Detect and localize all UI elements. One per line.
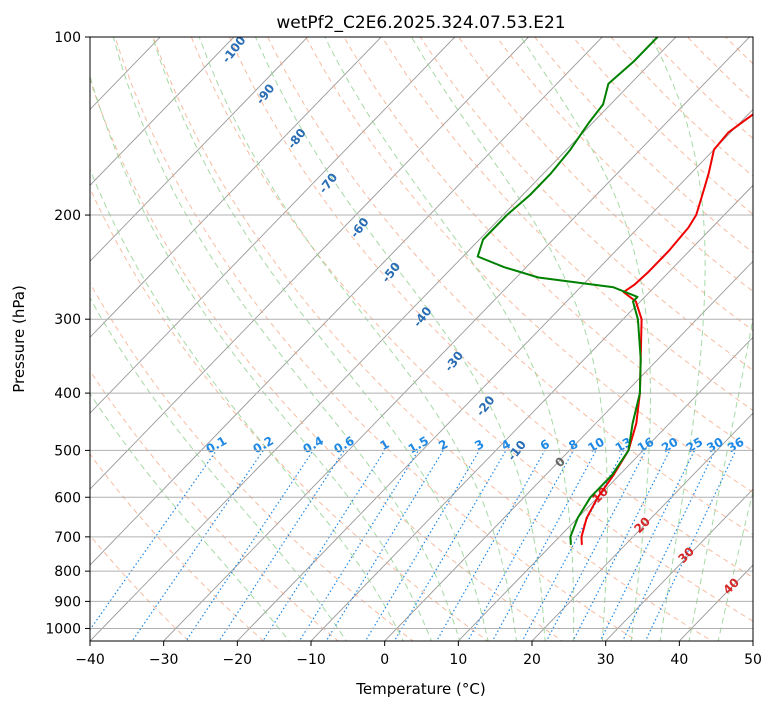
y-tick-label: 400	[54, 386, 81, 402]
mixing-ratio-line	[393, 450, 507, 641]
isotherm-line	[163, 37, 751, 641]
mixing-ratio-line	[599, 450, 696, 641]
x-axis-title: Temperature (°C)	[355, 680, 485, 698]
isotherm-line	[90, 37, 161, 111]
mixing-ratio-line	[435, 450, 546, 641]
temperature-profile-line	[580, 113, 753, 546]
x-tick-label: −10	[296, 652, 326, 668]
isotherm-line	[90, 37, 456, 414]
isotherm-line	[384, 260, 753, 641]
isotherm-line	[90, 37, 382, 338]
dry-adiabat-line	[648, 37, 753, 140]
mixing-ratio-line	[90, 450, 217, 631]
y-tick-label: 200	[54, 208, 81, 224]
dry-adiabat-line	[90, 453, 265, 641]
y-tick-label: 700	[54, 530, 81, 546]
chart-title: wetPf2_C2E6.2025.324.07.53.E21	[276, 13, 565, 33]
mixing-ratio-line	[218, 450, 345, 641]
moist-adiabat-line	[650, 37, 706, 641]
dewpoint-profile-line	[476, 37, 659, 546]
x-tick-label: 40	[670, 652, 688, 668]
moist-adiabat-line	[688, 315, 753, 641]
moist-adiabat-line	[717, 489, 753, 641]
isotherm-line	[531, 412, 753, 641]
y-tick-label: 100	[54, 30, 81, 46]
dry-adiabat-line	[190, 37, 753, 622]
dry-adiabat-lines	[90, 37, 753, 641]
mixing-ratio-line	[621, 450, 716, 641]
moist-adiabat-line	[90, 296, 348, 641]
dry-adiabat-line	[90, 187, 489, 641]
isotherm-line	[90, 37, 603, 566]
x-tick-label: −20	[223, 652, 253, 668]
isotherm-line	[310, 184, 753, 641]
y-tick-label: 500	[54, 443, 81, 459]
x-tick-label: −40	[75, 652, 105, 668]
x-tick-label: 50	[744, 652, 762, 668]
y-tick-label: 300	[54, 312, 81, 328]
y-tick-label: 800	[54, 564, 81, 580]
x-tick-label: 10	[449, 652, 467, 668]
dry-adiabat-line	[381, 37, 753, 412]
mixing-ratio-line	[185, 450, 314, 641]
sounding-profiles	[476, 37, 753, 546]
dry-adiabat-line	[267, 37, 753, 536]
dry-adiabat-line	[419, 37, 753, 371]
dry-adiabat-line	[610, 37, 753, 177]
dry-adiabat-line	[152, 37, 713, 641]
dry-adiabat-line	[114, 37, 638, 641]
moist-adiabat-line	[90, 74, 433, 641]
dry-adiabat-line	[343, 37, 753, 452]
y-tick-label: 900	[54, 594, 81, 610]
plot-frame	[89, 36, 754, 642]
y-tick-label: 1000	[45, 621, 81, 637]
mixing-ratio-line	[491, 450, 597, 641]
isotherm-line	[90, 37, 530, 490]
dry-adiabat-line	[90, 534, 190, 641]
x-tick-label: −30	[149, 652, 179, 668]
isotherm-line	[90, 37, 677, 641]
dry-adiabat-line	[90, 78, 564, 641]
y-axis-title: Pressure (hPa)	[10, 285, 28, 393]
isotherm-line	[90, 37, 235, 186]
dry-adiabat-line	[457, 37, 753, 332]
mixing-ratio-line	[572, 450, 671, 641]
mixing-ratio-line	[262, 450, 386, 641]
x-tick-label: 20	[523, 652, 541, 668]
mixing-ratio-line	[131, 450, 264, 641]
moist-adiabat-line	[520, 37, 651, 641]
dry-adiabat-line	[305, 37, 753, 494]
isotherm-line	[236, 108, 753, 641]
mixing-ratio-line	[644, 450, 737, 641]
moist-adiabat-line	[255, 37, 546, 641]
dry-adiabat-line	[229, 37, 753, 579]
x-tick-label: 30	[597, 652, 615, 668]
isobar-gridlines	[90, 37, 753, 629]
y-tick-label: 600	[54, 490, 81, 506]
mixing-ratio-line	[364, 450, 480, 641]
isotherm-line	[90, 37, 309, 262]
x-tick-label: 0	[380, 652, 389, 668]
isotherm-line	[605, 488, 753, 641]
mixing-ratio-line	[467, 450, 574, 641]
